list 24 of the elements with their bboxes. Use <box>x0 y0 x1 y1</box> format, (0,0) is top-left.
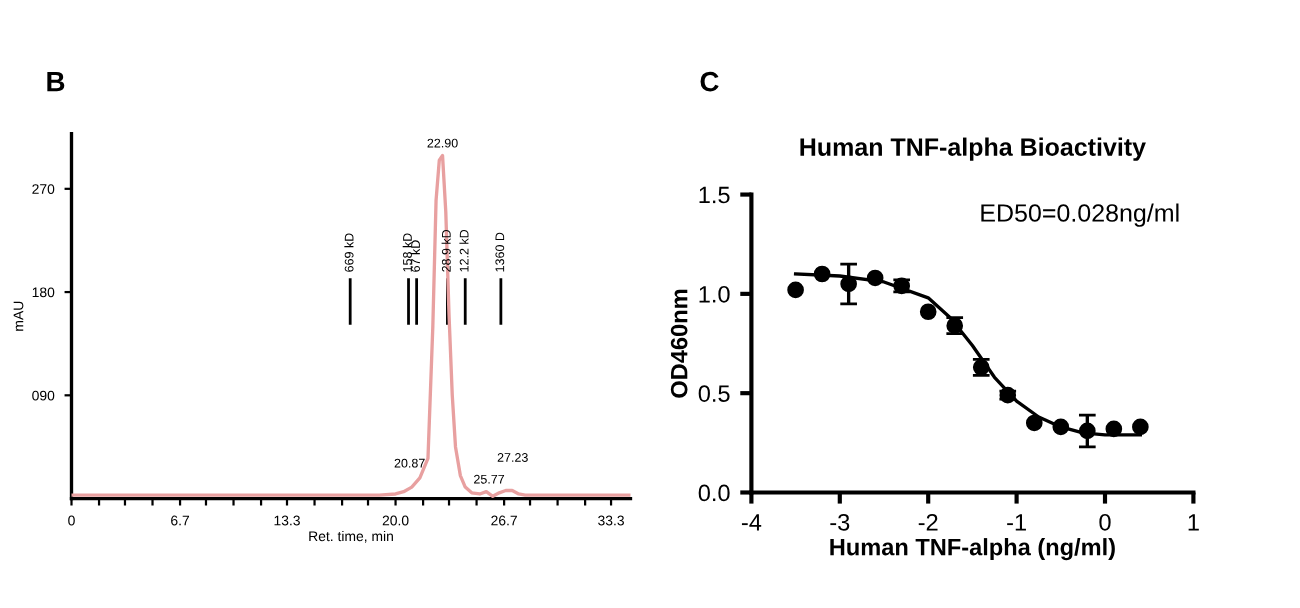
point <box>1052 418 1070 436</box>
point <box>1025 414 1043 432</box>
y-tick-label: 0.0 <box>698 484 730 502</box>
x-tick-label: 0 <box>1099 513 1111 531</box>
point <box>1105 420 1123 438</box>
x-tick-label: -4 <box>741 514 762 531</box>
x-tick-label: -3 <box>830 513 850 531</box>
y-tick-label: 1.5 <box>699 186 730 204</box>
point <box>1132 418 1149 436</box>
text: B <box>47 72 65 92</box>
y-tick-label: 1.0 <box>699 285 730 303</box>
y-tick-label: 0.5 <box>698 385 730 402</box>
x-tick-label: -2 <box>918 513 938 531</box>
x-tick-label: -1 <box>1007 514 1026 531</box>
x-axis-title: Human TNF-alpha (ng/ml) <box>830 538 1115 561</box>
point <box>919 303 937 321</box>
chart-title: Human TNF-alpha Bioactivity <box>800 137 1146 161</box>
y-axis-title: OD460nm <box>670 289 688 398</box>
point <box>813 265 831 283</box>
point <box>787 281 804 299</box>
annotation: ED50=0.028ng/ml <box>981 203 1179 227</box>
point <box>866 269 884 287</box>
x-tick-label: 1 <box>1188 514 1199 531</box>
text: C <box>700 71 719 92</box>
